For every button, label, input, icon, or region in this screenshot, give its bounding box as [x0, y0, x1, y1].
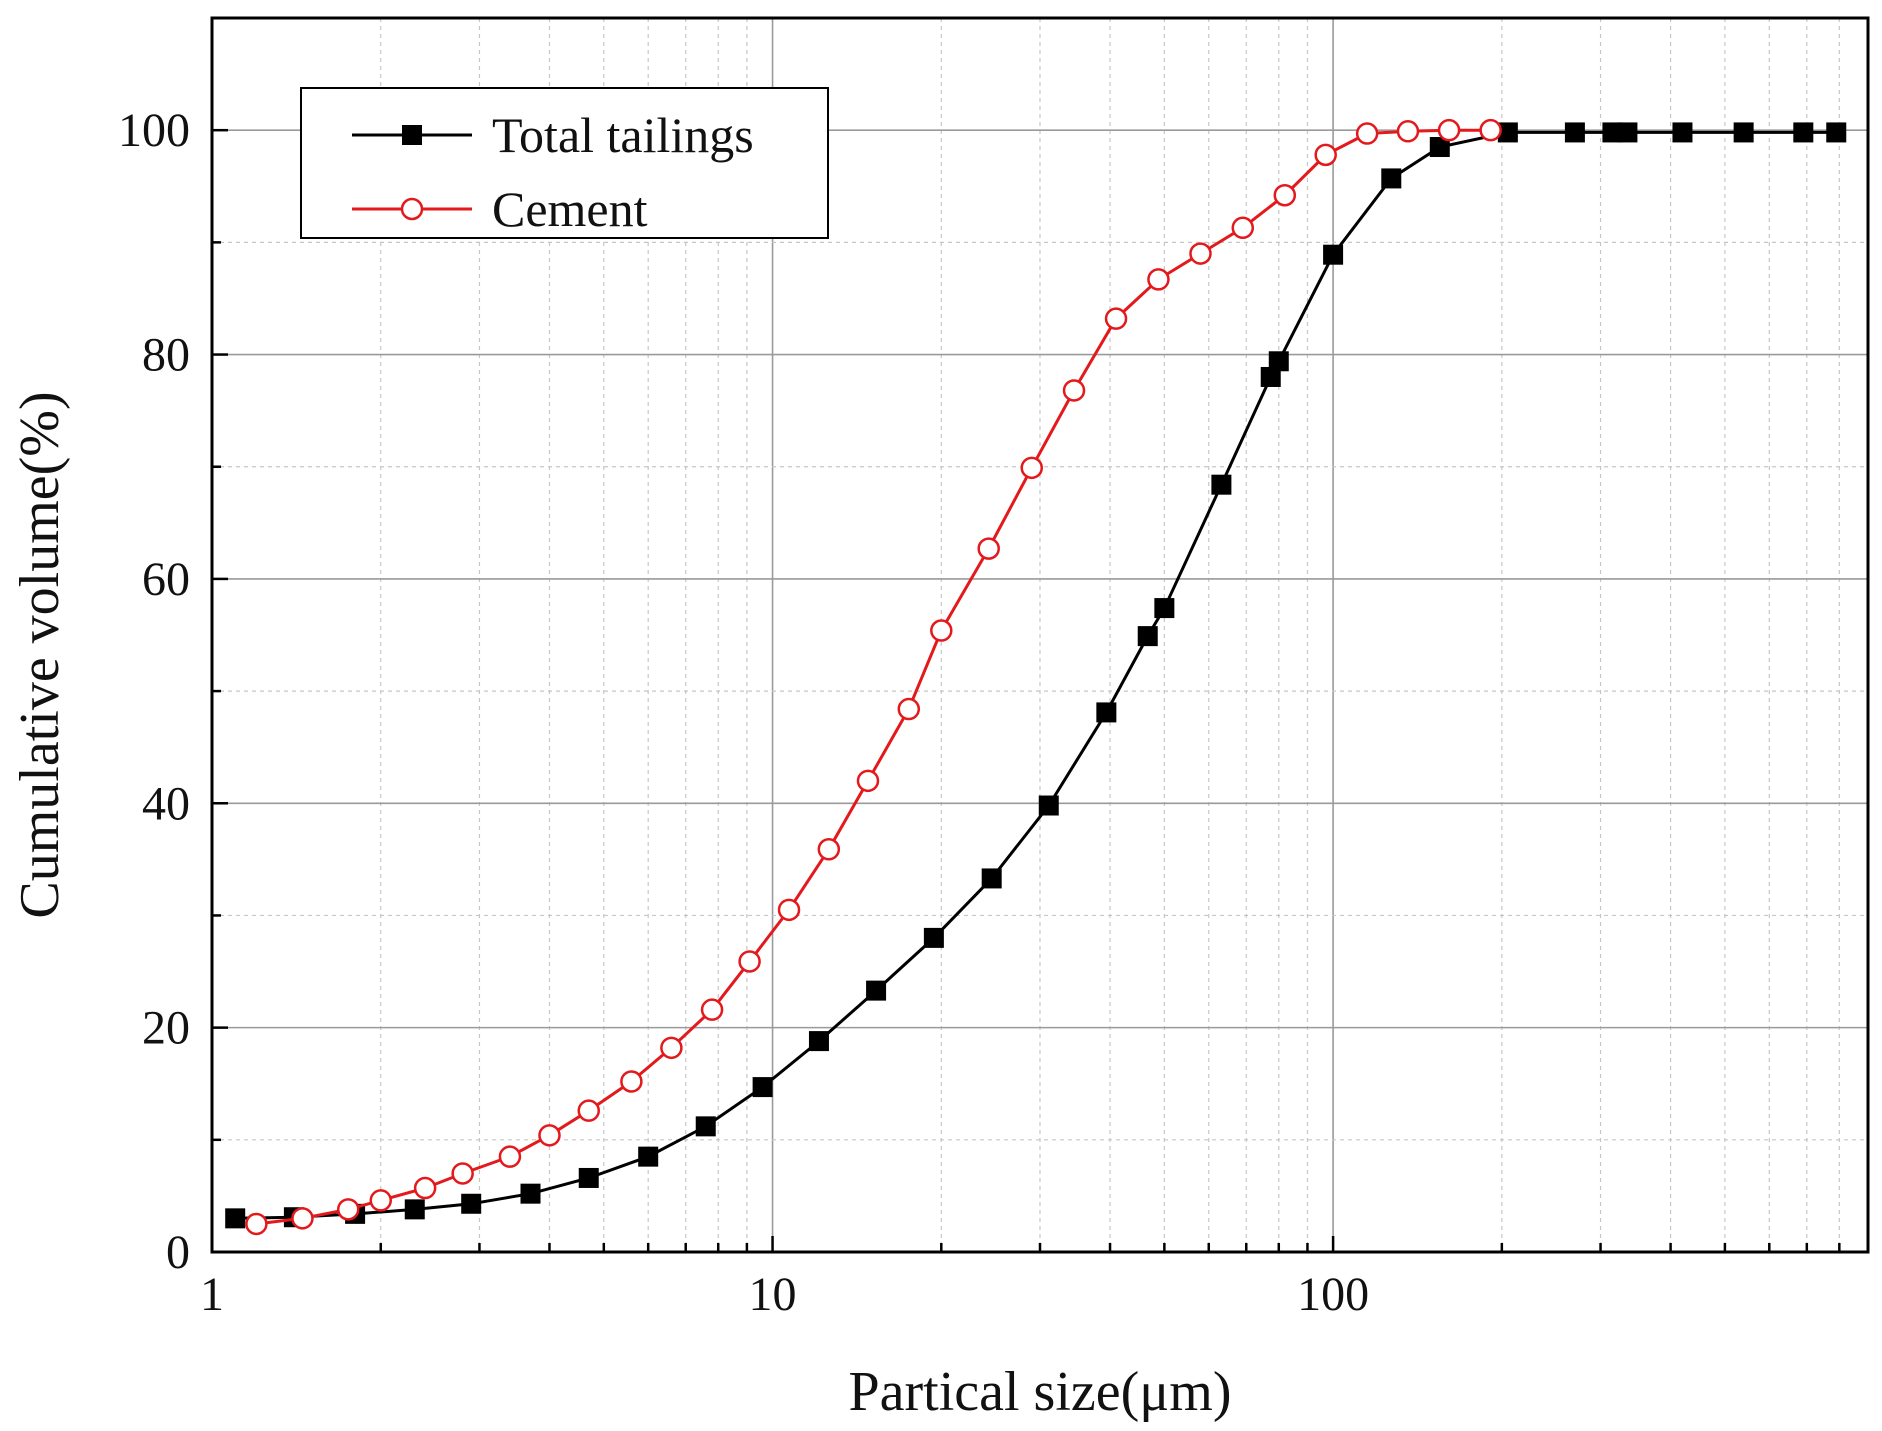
data-point [1396, 120, 1420, 143]
data-point [1020, 456, 1043, 480]
data-point [695, 1116, 716, 1137]
data-point [1260, 366, 1281, 387]
data-point [1189, 242, 1212, 265]
data-point [981, 868, 1002, 889]
data-point [1733, 122, 1754, 143]
series-cement [245, 118, 1502, 1236]
y-tick-label: 0 [166, 1226, 190, 1279]
data-point [1497, 122, 1518, 143]
x-tick-label: 100 [1297, 1268, 1369, 1321]
data-point [930, 619, 953, 642]
y-tick-label: 80 [142, 329, 190, 382]
data-point [1104, 307, 1128, 330]
data-point [1826, 122, 1847, 143]
data-point [1479, 118, 1502, 142]
data-point [578, 1167, 599, 1188]
data-point [1617, 122, 1638, 143]
data-point [620, 1070, 643, 1093]
data-point [336, 1198, 360, 1221]
data-point [404, 1199, 425, 1220]
data-point [1137, 626, 1158, 647]
data-point [1429, 137, 1450, 158]
legend: Total tailings Cement [300, 87, 829, 239]
y-tick-label: 40 [142, 777, 190, 830]
data-point [369, 1189, 392, 1212]
data-point [245, 1212, 268, 1236]
data-point [451, 1162, 474, 1185]
data-point [817, 838, 841, 861]
data-point [923, 927, 944, 948]
data-point [1564, 122, 1585, 143]
data-point [1672, 122, 1693, 143]
y-axis-title: Cumulative volume(%) [9, 391, 71, 918]
data-point [977, 537, 1000, 560]
legend-marker-cement [400, 197, 424, 221]
data-point [413, 1176, 437, 1200]
data-point [638, 1146, 659, 1167]
y-tick-label: 20 [142, 1002, 190, 1055]
data-point [660, 1036, 683, 1060]
data-point [538, 1124, 561, 1147]
data-point [1355, 122, 1379, 145]
data-point [1268, 351, 1289, 372]
data-point [700, 998, 724, 1021]
x-tick-label: 10 [749, 1268, 797, 1321]
series [225, 118, 1847, 1236]
data-point [1038, 795, 1059, 816]
data-point [1211, 474, 1232, 495]
x-tick-label: 1 [200, 1268, 224, 1321]
data-point [1154, 598, 1175, 619]
x-axis-ticks: 1 10 100 [200, 1236, 1870, 1321]
data-point [1437, 118, 1461, 142]
legend-label-total-tailings: Total tailings [492, 107, 754, 163]
data-point [752, 1077, 773, 1098]
y-tick-label: 100 [118, 104, 190, 157]
x-axis-title: Partical size(μm) [849, 1361, 1232, 1423]
legend-box [300, 87, 829, 239]
y-tick-label: 60 [142, 553, 190, 606]
data-point [291, 1207, 314, 1230]
data-point [520, 1183, 541, 1204]
data-point [577, 1099, 600, 1122]
legend-marker-total-tailings [402, 125, 422, 145]
data-point [1062, 379, 1086, 402]
data-point [1323, 244, 1344, 265]
data-point [225, 1208, 246, 1229]
series-line [235, 130, 1837, 1220]
data-point [1231, 216, 1255, 240]
series-line [256, 128, 1491, 1226]
y-axis-ticks: 0 20 40 60 80 100 [118, 16, 228, 1279]
data-point [866, 980, 887, 1001]
data-point [738, 950, 761, 973]
legend-label-cement: Cement [492, 181, 648, 237]
data-point [856, 769, 880, 793]
data-point [1793, 122, 1814, 143]
data-point [1314, 143, 1337, 167]
data-point [1096, 702, 1117, 723]
data-point [1273, 183, 1297, 207]
data-point [1381, 168, 1402, 189]
data-point [461, 1193, 482, 1214]
data-point [498, 1145, 522, 1168]
data-point [897, 697, 921, 721]
data-point [808, 1031, 829, 1052]
data-point [1147, 268, 1170, 291]
data-point [777, 898, 801, 922]
series-total-tailings [225, 122, 1847, 1229]
